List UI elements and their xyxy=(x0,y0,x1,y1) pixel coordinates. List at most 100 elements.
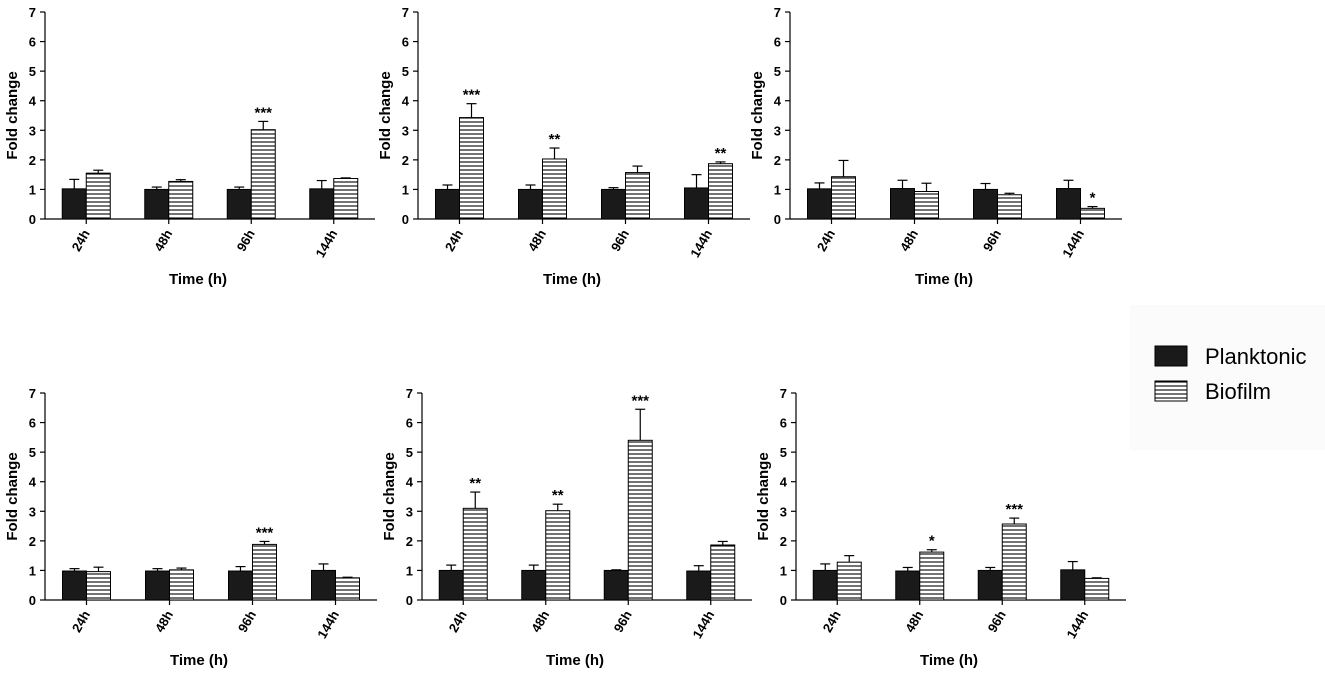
bar-biofilm-144h xyxy=(1084,577,1110,601)
bar-planktonic-48h xyxy=(890,188,915,220)
significance-marker-96h: *** xyxy=(1005,501,1023,518)
x-tick-label: 48h xyxy=(525,227,549,254)
y-tick-label: 6 xyxy=(780,416,787,431)
chart-panel-bottom-left: 0 1 2 3 4 5 6 7 Fold change 24h 48h 96h *** 144h Time … xyxy=(4,386,377,669)
significance-marker-96h: *** xyxy=(256,524,274,541)
x-tick-label: 24h xyxy=(820,608,844,635)
bar-biofilm-144h xyxy=(708,163,733,220)
x-axis-title: Time (h) xyxy=(546,652,604,669)
chart-panel-bottom-right: 0 1 2 3 4 5 6 7 Fold change 24h 48h * 96h *** 144h Time… xyxy=(755,386,1126,669)
bar-planktonic-144h xyxy=(311,569,336,601)
chart-panels: 0 1 2 3 4 5 6 7 Fold change 24h 48h 96h *** 144h Time … xyxy=(4,5,1126,669)
bar-biofilm-96h xyxy=(997,194,1022,220)
bar-biofilm-24h xyxy=(459,117,484,220)
y-tick-label: 7 xyxy=(402,5,409,20)
bar-biofilm-48h xyxy=(545,510,571,601)
y-tick-label: 7 xyxy=(29,386,36,401)
y-tick-label: 0 xyxy=(29,212,36,227)
y-tick-label: 2 xyxy=(406,534,413,549)
bar-biofilm-96h xyxy=(252,543,277,601)
y-axis-title: Fold change xyxy=(381,452,398,540)
y-tick-label: 7 xyxy=(774,5,781,20)
x-axis-title: Time (h) xyxy=(920,652,978,669)
y-tick-label: 4 xyxy=(780,475,788,490)
bar-biofilm-96h xyxy=(250,129,276,220)
bar-biofilm-48h xyxy=(542,158,567,220)
y-tick-label: 6 xyxy=(406,416,413,431)
y-tick-label: 3 xyxy=(774,123,781,138)
y-tick-label: 0 xyxy=(402,212,409,227)
chart-panel-top-left: 0 1 2 3 4 5 6 7 Fold change 24h 48h 96h *** 144h Time … xyxy=(4,5,375,288)
x-tick-label: 48h xyxy=(902,608,926,635)
bar-planktonic-48h xyxy=(521,569,547,601)
bar-biofilm-24h xyxy=(831,176,856,220)
bar-planktonic-144h xyxy=(686,570,712,601)
legend-label-planktonic: Planktonic xyxy=(1205,344,1307,369)
y-tick-label: 4 xyxy=(402,94,410,109)
bar-biofilm-48h xyxy=(169,569,194,601)
x-tick-label: 24h xyxy=(69,608,93,635)
x-tick-label: 48h xyxy=(528,608,552,635)
x-tick-label: 96h xyxy=(985,608,1009,635)
y-tick-label: 0 xyxy=(780,593,787,608)
y-tick-label: 1 xyxy=(774,182,781,197)
bar-planktonic-144h xyxy=(684,187,709,220)
bar-planktonic-24h xyxy=(812,569,838,601)
legend: Planktonic Biofilm xyxy=(1154,344,1307,404)
significance-marker-144h: ** xyxy=(715,145,727,162)
bar-planktonic-24h xyxy=(438,569,464,601)
y-tick-label: 0 xyxy=(774,212,781,227)
y-axis-title: Fold change xyxy=(755,452,772,540)
bar-planktonic-48h xyxy=(518,188,543,220)
chart-panel-top-right: 0 1 2 3 4 5 6 7 Fold change 24h 48h 96h 144h * Time (h… xyxy=(749,5,1122,288)
x-tick-label: 96h xyxy=(235,608,259,635)
x-tick-label: 96h xyxy=(980,227,1004,254)
y-tick-label: 1 xyxy=(29,182,36,197)
x-axis-title: Time (h) xyxy=(915,271,973,288)
bar-biofilm-96h xyxy=(625,172,650,220)
legend-item-biofilm: Biofilm xyxy=(1154,379,1271,404)
bar-planktonic-96h xyxy=(603,569,629,601)
bar-planktonic-24h xyxy=(61,188,87,220)
x-tick-label: 48h xyxy=(152,608,176,635)
x-tick-label: 96h xyxy=(234,227,258,254)
y-tick-label: 1 xyxy=(29,563,36,578)
y-tick-label: 5 xyxy=(402,64,409,79)
y-axis-title: Fold change xyxy=(4,71,21,159)
y-tick-label: 7 xyxy=(29,5,36,20)
y-tick-label: 4 xyxy=(29,475,37,490)
bar-planktonic-24h xyxy=(435,188,460,220)
x-tick-label: 24h xyxy=(446,608,470,635)
y-tick-label: 2 xyxy=(29,534,36,549)
x-tick-label: 144h xyxy=(687,227,715,260)
y-tick-label: 6 xyxy=(29,35,36,50)
significance-marker-48h: ** xyxy=(549,131,561,148)
y-tick-label: 0 xyxy=(406,593,413,608)
bar-planktonic-24h xyxy=(807,188,832,220)
significance-marker-24h: ** xyxy=(469,475,481,492)
y-tick-label: 0 xyxy=(29,593,36,608)
x-axis-title: Time (h) xyxy=(543,271,601,288)
y-tick-label: 5 xyxy=(29,445,36,460)
y-axis-title: Fold change xyxy=(4,452,21,540)
x-tick-label: 144h xyxy=(690,608,718,641)
significance-marker-96h: *** xyxy=(631,392,649,409)
x-tick-label: 24h xyxy=(814,227,838,254)
y-tick-label: 5 xyxy=(774,64,781,79)
bar-biofilm-144h xyxy=(1080,207,1105,220)
legend-item-planktonic: Planktonic xyxy=(1154,344,1307,369)
x-tick-label: 24h xyxy=(442,227,466,254)
y-tick-label: 3 xyxy=(406,504,413,519)
x-tick-label: 48h xyxy=(151,227,175,254)
chart-panel-top-middle: 0 1 2 3 4 5 6 7 Fold change 24h *** 48h ** 96h 144h ** T… xyxy=(377,5,750,288)
legend-label-biofilm: Biofilm xyxy=(1205,379,1271,404)
bar-planktonic-48h xyxy=(145,570,170,601)
bar-biofilm-24h xyxy=(836,561,862,601)
chart-panel-bottom-middle: 0 1 2 3 4 5 6 7 Fold change 24h ** 48h ** 96h *** 144h T… xyxy=(381,386,752,669)
bar-planktonic-144h xyxy=(309,188,335,220)
x-axis-title: Time (h) xyxy=(169,271,227,288)
bar-biofilm-24h xyxy=(86,571,111,601)
legend-swatch-biofilm xyxy=(1154,380,1188,402)
y-tick-label: 4 xyxy=(406,475,414,490)
